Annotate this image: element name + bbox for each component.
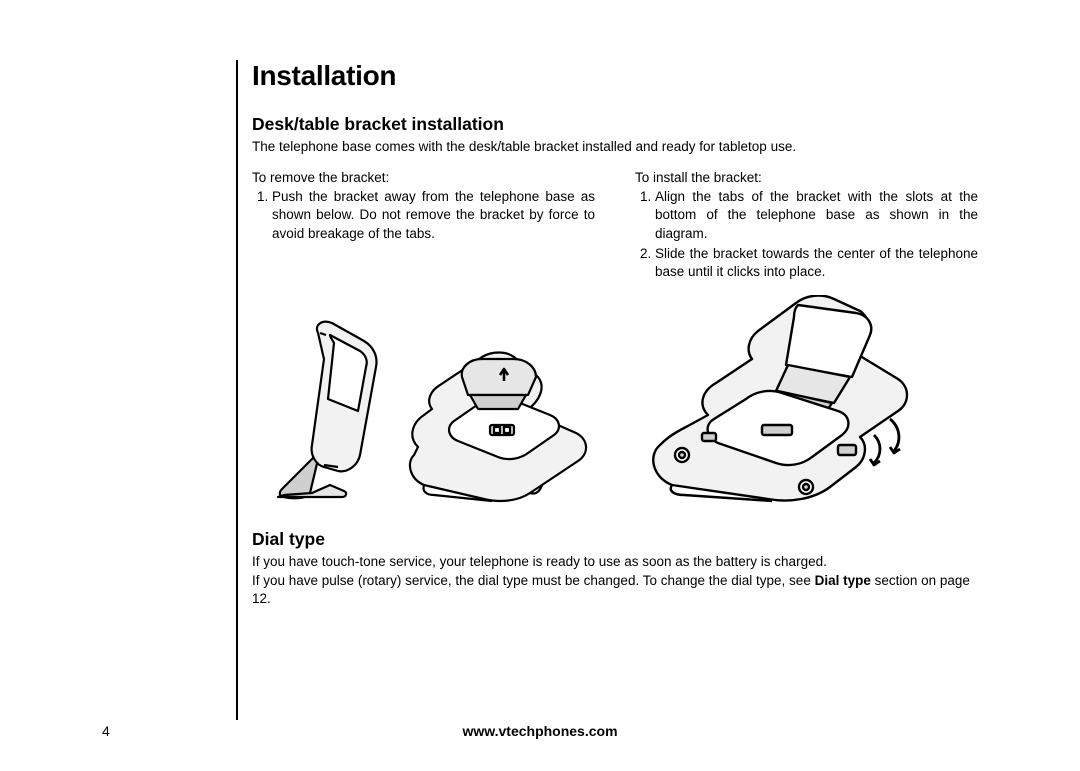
figure-row xyxy=(252,305,982,505)
dial-line2-bold: Dial type xyxy=(815,573,871,588)
dial-section: Dial type If you have touch-tone service… xyxy=(252,529,982,608)
handset-side-icon xyxy=(252,315,392,505)
remove-step-1: Push the bracket away from the telephone… xyxy=(272,188,599,243)
manual-page: Installation Desk/table bracket installa… xyxy=(0,0,1080,771)
dial-line1: If you have touch-tone service, your tel… xyxy=(252,553,982,571)
two-columns: To remove the bracket: Push the bracket … xyxy=(252,170,982,283)
remove-figures xyxy=(252,315,596,505)
dial-line2a: If you have pulse (rotary) service, the … xyxy=(252,573,815,588)
content-area: Desk/table bracket installation The tele… xyxy=(252,114,982,608)
install-step-1: Align the tabs of the bracket with the s… xyxy=(655,188,982,243)
remove-column: To remove the bracket: Push the bracket … xyxy=(252,170,599,283)
remove-steps: Push the bracket away from the telephone… xyxy=(272,188,599,243)
install-steps: Align the tabs of the bracket with the s… xyxy=(655,188,982,281)
remove-head: To remove the bracket: xyxy=(252,170,599,185)
dial-line2: If you have pulse (rotary) service, the … xyxy=(252,572,982,608)
footer-url: www.vtechphones.com xyxy=(0,723,1080,739)
install-step-2: Slide the bracket towards the center of … xyxy=(655,245,982,281)
page-title: Installation xyxy=(252,60,980,92)
vertical-rule xyxy=(236,60,238,720)
install-figure xyxy=(638,295,978,505)
dial-heading: Dial type xyxy=(252,529,982,550)
install-head: To install the bracket: xyxy=(635,170,982,185)
base-bottom-icon xyxy=(396,335,596,505)
base-install-icon xyxy=(638,295,978,505)
bracket-intro: The telephone base comes with the desk/t… xyxy=(252,138,982,156)
install-column: To install the bracket: Align the tabs o… xyxy=(635,170,982,283)
bracket-heading: Desk/table bracket installation xyxy=(252,114,982,135)
